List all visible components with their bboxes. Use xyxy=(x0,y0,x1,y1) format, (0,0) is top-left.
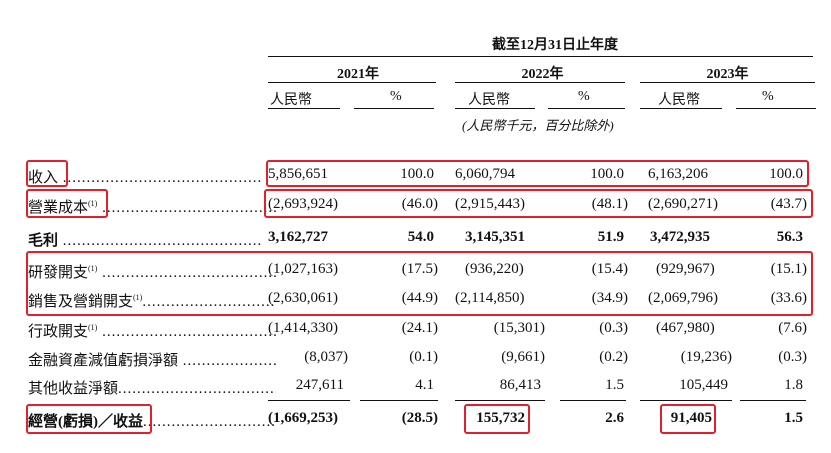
total-rule-1 xyxy=(268,400,350,401)
cell: 1.8 xyxy=(784,377,803,393)
cell: (9,661) xyxy=(501,349,545,365)
total-rule-6 xyxy=(740,400,806,401)
cell: (2,915,443) xyxy=(455,196,525,212)
row-label-selling-marketing: 銷售及營銷開支(1)..............................… xyxy=(28,293,276,310)
row-label-other-gains: 其他收益淨額..................................… xyxy=(28,381,276,397)
col-rule-1 xyxy=(268,108,340,109)
year-2022: 2022年 xyxy=(521,67,564,82)
row-label-operating-result: 經營(虧損)／收益...............................… xyxy=(28,414,276,430)
highlight-revenue-values xyxy=(266,160,809,187)
cell: 155,732 xyxy=(476,410,525,426)
year-2021: 2021年 xyxy=(337,67,379,82)
cell: 4.1 xyxy=(415,377,434,393)
highlight-cost-label xyxy=(26,189,108,218)
cell: (8,037) xyxy=(304,349,348,365)
cell: (0.3) xyxy=(778,349,807,365)
row-label-admin: 行政開支(1) ................................… xyxy=(28,323,276,340)
cell: (467,980) xyxy=(656,320,715,336)
cell: (0.2) xyxy=(599,349,628,365)
currency-2023: 人民幣 xyxy=(658,93,700,108)
cell: (24.1) xyxy=(401,320,438,336)
cell: (0.3) xyxy=(599,320,628,336)
total-rule-2 xyxy=(360,400,438,401)
highlight-revenue-label xyxy=(26,160,68,187)
year-rule-2022 xyxy=(455,82,625,83)
cell: (1,669,253) xyxy=(268,410,338,426)
cell: (1,027,163) xyxy=(268,261,338,277)
percent-2023: % xyxy=(762,89,774,104)
year-rule-2023 xyxy=(640,82,815,83)
cell: 2.6 xyxy=(605,410,624,426)
cell: 1.5 xyxy=(605,377,624,393)
cell: (936,220) xyxy=(465,261,524,277)
cell: (2,630,061) xyxy=(268,290,338,306)
cell: (17.5) xyxy=(401,261,438,277)
highlight-2022-operating xyxy=(464,404,530,434)
row-label-gross-profit: 毛利 .....................................… xyxy=(28,233,263,249)
col-rule-5 xyxy=(640,108,722,109)
highlight-expenses xyxy=(26,251,813,316)
cell: (43.7) xyxy=(770,196,807,212)
cell: 91,405 xyxy=(670,410,712,426)
cell: (2,690,271) xyxy=(648,196,718,212)
cell: 3,472,935 xyxy=(650,229,710,245)
cell: 86,413 xyxy=(499,377,541,393)
cell: 105,449 xyxy=(679,377,728,393)
cell: (33.6) xyxy=(770,290,807,306)
total-rule-3 xyxy=(455,400,545,401)
highlight-cost-values xyxy=(264,189,813,218)
cell: (2,693,924) xyxy=(268,196,338,212)
cell: 54.0 xyxy=(407,229,434,245)
cell: (0.1) xyxy=(409,349,438,365)
cell: (46.0) xyxy=(401,196,438,212)
row-label-cost-of-revenue: 營業成本(1) ................................… xyxy=(28,199,276,216)
total-rule-4 xyxy=(560,400,626,401)
currency-2021: 人民幣 xyxy=(270,93,312,108)
col-rule-3 xyxy=(455,108,535,109)
year-rule-2021 xyxy=(268,82,436,83)
cell: (19,236) xyxy=(680,349,732,365)
cell: 1.5 xyxy=(784,410,803,426)
percent-2022: % xyxy=(578,89,590,104)
highlight-operating-label xyxy=(26,404,152,434)
cell: 5,856,651 xyxy=(268,166,328,182)
col-rule-4 xyxy=(548,108,625,109)
unit-note: (人民幣千元，百分比除外) xyxy=(462,118,614,133)
cell: 6,163,206 xyxy=(648,166,708,182)
cell: (28.5) xyxy=(401,410,438,426)
cell: (1,414,330) xyxy=(268,320,338,336)
cell: (34.9) xyxy=(591,290,628,306)
row-label-impairment: 金融資產減值虧損淨額 .............................… xyxy=(28,353,276,369)
cell: (15.1) xyxy=(770,261,807,277)
cell: (44.9) xyxy=(401,290,438,306)
cell: 3,145,351 xyxy=(465,229,525,245)
cell: 100.0 xyxy=(769,166,803,182)
cell: (48.1) xyxy=(591,196,628,212)
col-rule-2 xyxy=(354,108,434,109)
year-2023: 2023年 xyxy=(706,67,749,82)
cell: (929,967) xyxy=(656,261,715,277)
cell: (15,301) xyxy=(493,320,545,336)
row-label-rnd: 研發開支(1) ................................… xyxy=(28,264,276,281)
period-rule xyxy=(268,56,813,57)
period-heading: 截至12月31日止年度 xyxy=(492,38,618,53)
cell: (2,069,796) xyxy=(648,290,718,306)
cell: 6,060,794 xyxy=(455,166,515,182)
cell: 100.0 xyxy=(590,166,624,182)
cell: (7.6) xyxy=(778,320,807,336)
cell: 100.0 xyxy=(400,166,434,182)
cell: 56.3 xyxy=(776,229,803,245)
cell: 247,611 xyxy=(295,377,344,393)
cell: 51.9 xyxy=(597,229,624,245)
highlight-2023-operating xyxy=(660,404,716,434)
cell: (15.4) xyxy=(591,261,628,277)
total-rule-5 xyxy=(640,400,732,401)
cell: 3,162,727 xyxy=(268,229,328,245)
cell: (2,114,850) xyxy=(455,290,525,306)
col-rule-6 xyxy=(736,108,816,109)
percent-2021: % xyxy=(390,89,402,104)
row-label-revenue: 收入 .....................................… xyxy=(28,170,263,186)
currency-2022: 人民幣 xyxy=(468,93,510,108)
